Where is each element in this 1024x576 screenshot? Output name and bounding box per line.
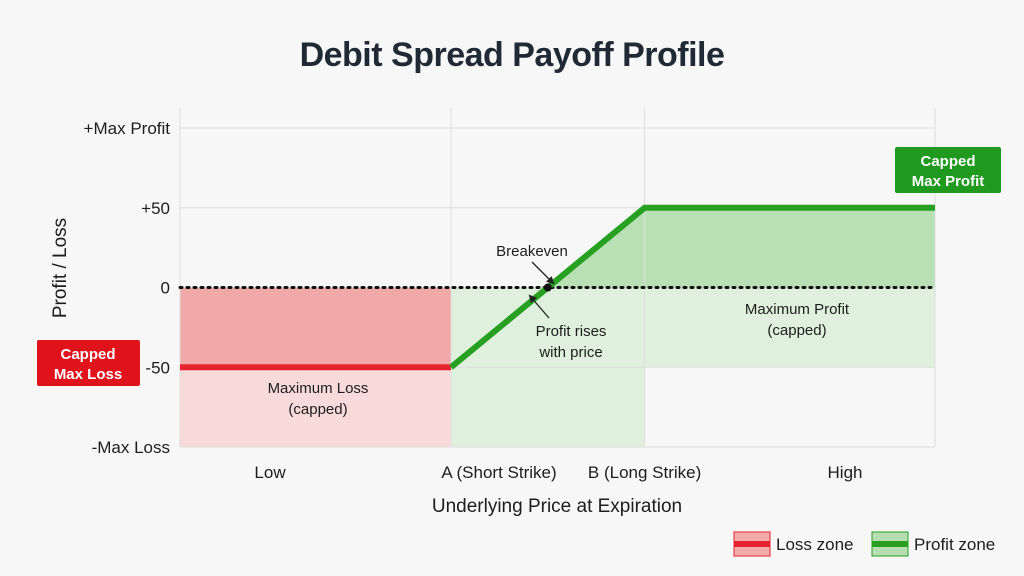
series-layer <box>180 204 935 371</box>
y-tick-label: -50 <box>145 358 170 377</box>
profit-segment-line <box>449 204 935 370</box>
capped-max-loss-badge: Capped Max Loss <box>37 340 140 386</box>
legend-swatch-line <box>872 541 908 547</box>
max-profit-label-line1: Maximum Profit <box>745 301 850 318</box>
capped-max-profit-line1: Capped <box>920 153 975 170</box>
breakeven-point <box>543 283 552 292</box>
y-tick-label: 0 <box>161 279 170 298</box>
max-loss-label-line2: (capped) <box>288 401 347 418</box>
max-profit-label-line2: (capped) <box>767 322 826 339</box>
tick-labels: +Max Profit +50 0 -50 -Max Loss Low A (Short S… <box>84 119 863 482</box>
capped-max-profit-badge-box <box>895 147 1001 193</box>
y-axis-label: Profit / Loss <box>50 218 71 318</box>
x-tick-label: High <box>828 463 863 482</box>
legend-label: Profit zone <box>914 535 995 554</box>
capped-max-loss-line1: Capped <box>60 346 115 363</box>
annotations: Breakeven Profit rises with price Maximu… <box>268 243 850 418</box>
y-tick-label: +Max Profit <box>84 119 171 138</box>
breakeven-label: Breakeven <box>496 243 568 260</box>
capped-max-loss-badge-box <box>37 340 140 386</box>
x-tick-label: B (Long Strike) <box>588 463 701 482</box>
legend-label: Loss zone <box>776 535 854 554</box>
profit-rises-label-line1: Profit rises <box>536 323 607 340</box>
x-tick-label: A (Short Strike) <box>441 463 556 482</box>
profit-rises-arrow <box>528 294 550 319</box>
profit-zone-fill <box>644 207 935 288</box>
capped-max-loss-line2: Max Loss <box>54 366 122 383</box>
breakeven-arrow <box>531 261 555 285</box>
loss-zone-fill <box>180 287 452 368</box>
x-tick-label: Low <box>254 463 286 482</box>
chart-title: Debit Spread Payoff Profile <box>300 36 725 74</box>
y-tick-label: -Max Loss <box>92 438 170 457</box>
legend: Loss zone Profit zone <box>733 531 995 557</box>
y-tick-label: +50 <box>141 199 170 218</box>
legend-swatch-line <box>734 541 770 547</box>
max-loss-label-line1: Maximum Loss <box>268 380 369 397</box>
x-axis-label: Underlying Price at Expiration <box>432 496 682 517</box>
loss-zone-fill-light <box>180 367 452 447</box>
capped-max-profit-badge: Capped Max Profit <box>895 147 1001 193</box>
legend-item: Loss zone <box>733 531 854 557</box>
legend-item: Profit zone <box>871 531 995 557</box>
profit-rises-label-line2: with price <box>538 344 602 361</box>
capped-max-profit-line2: Max Profit <box>912 173 985 190</box>
profit-zone-fill-light <box>644 287 935 368</box>
